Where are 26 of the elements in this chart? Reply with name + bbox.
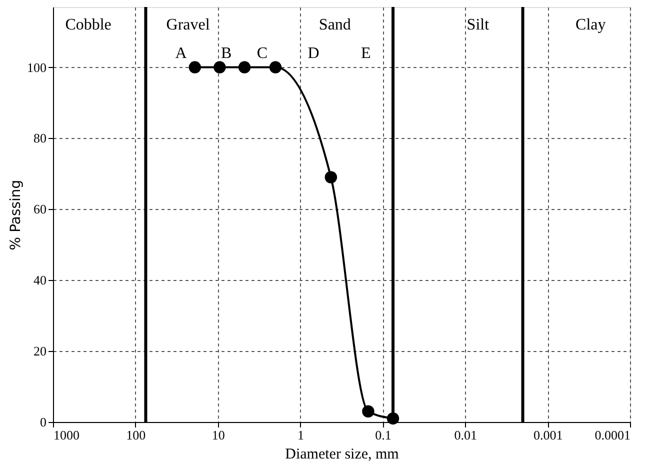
annotation: C bbox=[256, 45, 268, 62]
annotation: Sand bbox=[318, 16, 351, 34]
annotation: Gravel bbox=[166, 16, 210, 34]
y-tick-label: 80 bbox=[34, 130, 46, 146]
annotation: Clay bbox=[576, 16, 606, 34]
x-tick-label: 1000 bbox=[54, 428, 80, 442]
annotation: Cobble bbox=[65, 16, 112, 34]
annotation: B bbox=[220, 45, 232, 62]
y-tick-label: 20 bbox=[34, 344, 46, 359]
x-tick-label: 0.001 bbox=[533, 428, 563, 442]
x-tick-label: 0.01 bbox=[454, 428, 478, 442]
annotation: A bbox=[175, 45, 188, 62]
y-tick-label: 0 bbox=[40, 414, 46, 430]
x-tick-label: 0.1 bbox=[375, 428, 392, 442]
x-tick-label: 1 bbox=[298, 428, 304, 442]
x-tick-label: 0.0001 bbox=[594, 428, 630, 442]
y-tick-label: 60 bbox=[34, 202, 46, 217]
annotation: D bbox=[308, 45, 320, 62]
y-tick-label: 100 bbox=[27, 60, 46, 75]
x-tick-label: 100 bbox=[126, 428, 146, 442]
x-axis-title: Diameter size, mm bbox=[285, 446, 400, 462]
x-tick-label: 10 bbox=[212, 428, 225, 442]
y-axis-title: % Passing bbox=[8, 180, 24, 250]
annotation: E bbox=[361, 45, 371, 62]
y-tick-label: 40 bbox=[34, 272, 46, 288]
annotation: Silt bbox=[466, 16, 490, 34]
